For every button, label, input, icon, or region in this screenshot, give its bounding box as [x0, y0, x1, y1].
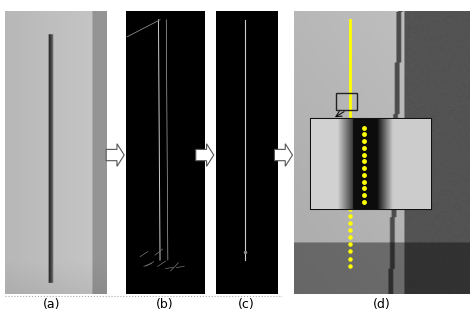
Text: (b): (b)	[156, 298, 174, 311]
Text: (a): (a)	[43, 298, 60, 311]
Polygon shape	[106, 144, 124, 166]
Text: (d): (d)	[373, 298, 391, 311]
Bar	[336, 93, 357, 110]
Text: (c): (c)	[238, 298, 255, 311]
Bar	[311, 119, 431, 209]
Polygon shape	[274, 144, 292, 166]
Polygon shape	[196, 144, 214, 166]
